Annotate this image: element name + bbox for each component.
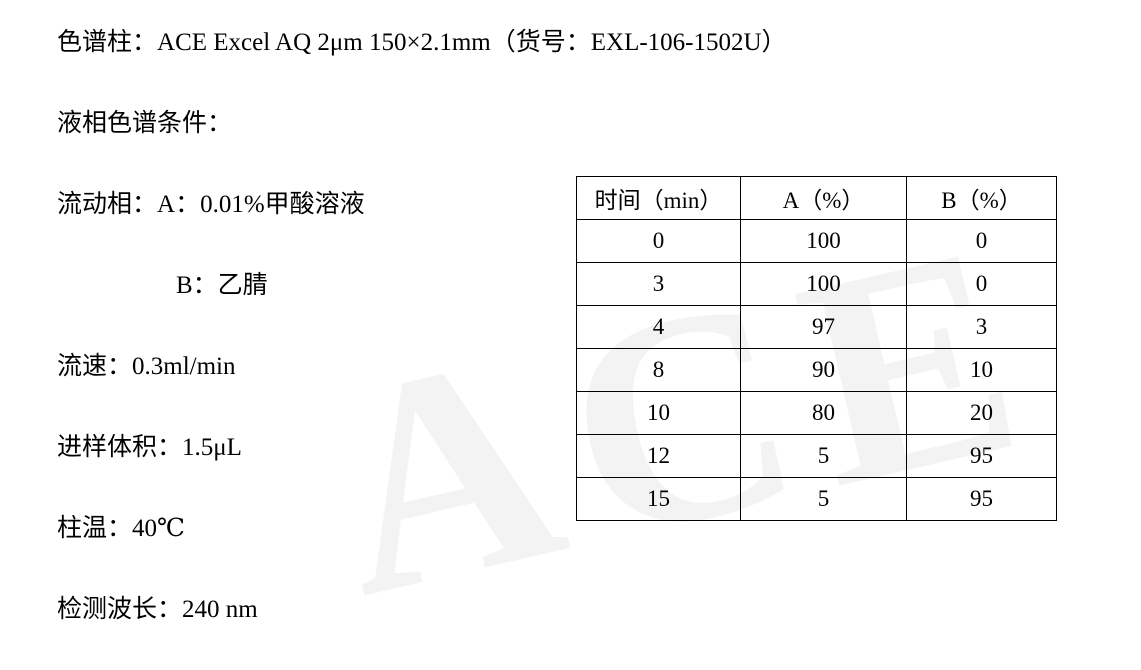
line-column-value: ACE Excel AQ 2μm 150×2.1mm（货号：EXL-106-15…	[157, 29, 787, 56]
line-flow-rate-value: 0.3ml/min	[132, 353, 236, 380]
cell-b: 20	[906, 391, 1057, 435]
line-column-label: 色谱柱：	[57, 29, 158, 56]
line-flow-rate: 流速：0.3ml/min	[57, 346, 557, 427]
table-row: 15 5 95	[576, 477, 1057, 521]
line-detection-wavelength-value: 240 nm	[182, 596, 258, 623]
cell-a: 5	[740, 434, 907, 478]
cell-time: 3	[576, 262, 741, 306]
table-header-b: B（%）	[906, 176, 1057, 220]
cell-b: 0	[906, 262, 1057, 306]
table-row: 10 80 20	[576, 391, 1057, 435]
cell-b: 0	[906, 219, 1057, 263]
line-injection-volume: 进样体积：1.5μL	[57, 427, 557, 508]
cell-a: 100	[740, 219, 907, 263]
document-content: 色谱柱：ACE Excel AQ 2μm 150×2.1mm（货号：EXL-10…	[57, 29, 1057, 623]
cell-a: 5	[740, 477, 907, 521]
line-mobile-phase-b-value: B：乙腈	[176, 272, 268, 299]
line-injection-volume-value: 1.5μL	[182, 434, 242, 461]
method-parameters-list: 色谱柱：ACE Excel AQ 2μm 150×2.1mm（货号：EXL-10…	[57, 22, 787, 670]
table-row: 4 97 3	[576, 305, 1057, 349]
cell-b: 95	[906, 477, 1057, 521]
line-section-heading: 液相色谱条件：	[57, 103, 557, 184]
cell-time: 12	[576, 434, 741, 478]
line-column: 色谱柱：ACE Excel AQ 2μm 150×2.1mm（货号：EXL-10…	[57, 22, 787, 103]
line-column-temp-value: 40℃	[132, 515, 185, 542]
line-column-temp: 柱温：40℃	[57, 508, 557, 589]
cell-time: 10	[576, 391, 741, 435]
cell-b: 10	[906, 348, 1057, 392]
cell-a: 90	[740, 348, 907, 392]
cell-time: 15	[576, 477, 741, 521]
cell-b: 95	[906, 434, 1057, 478]
line-detection-wavelength-label: 检测波长：	[57, 596, 183, 623]
table-row: 0 100 0	[576, 219, 1057, 263]
table-header-a: A（%）	[740, 176, 907, 220]
cell-a: 100	[740, 262, 907, 306]
table-header-time: 时间（min）	[576, 176, 741, 220]
table-row: 8 90 10	[576, 348, 1057, 392]
cell-b: 3	[906, 305, 1057, 349]
line-section-heading-label: 液相色谱条件：	[57, 110, 233, 137]
line-mobile-phase-a: 流动相：A：0.01%甲酸溶液	[57, 184, 557, 265]
line-mobile-phase-a-value: A：0.01%甲酸溶液	[157, 191, 365, 218]
table-row: 3 100 0	[576, 262, 1057, 306]
gradient-program-table: 时间（min） A（%） B（%） 0 100 0 3 100 0 4 97 3	[576, 176, 1057, 521]
line-detection-wavelength: 检测波长：240 nm	[57, 589, 557, 670]
line-injection-volume-label: 进样体积：	[57, 434, 183, 461]
table-row: 12 5 95	[576, 434, 1057, 478]
cell-a: 97	[740, 305, 907, 349]
cell-time: 0	[576, 219, 741, 263]
cell-time: 8	[576, 348, 741, 392]
line-column-temp-label: 柱温：	[57, 515, 133, 542]
line-mobile-phase-a-label: 流动相：	[57, 191, 158, 218]
cell-time: 4	[576, 305, 741, 349]
line-mobile-phase-b: B：乙腈	[57, 265, 557, 346]
cell-a: 80	[740, 391, 907, 435]
table-header-row: 时间（min） A（%） B（%）	[576, 176, 1057, 220]
line-flow-rate-label: 流速：	[57, 353, 133, 380]
